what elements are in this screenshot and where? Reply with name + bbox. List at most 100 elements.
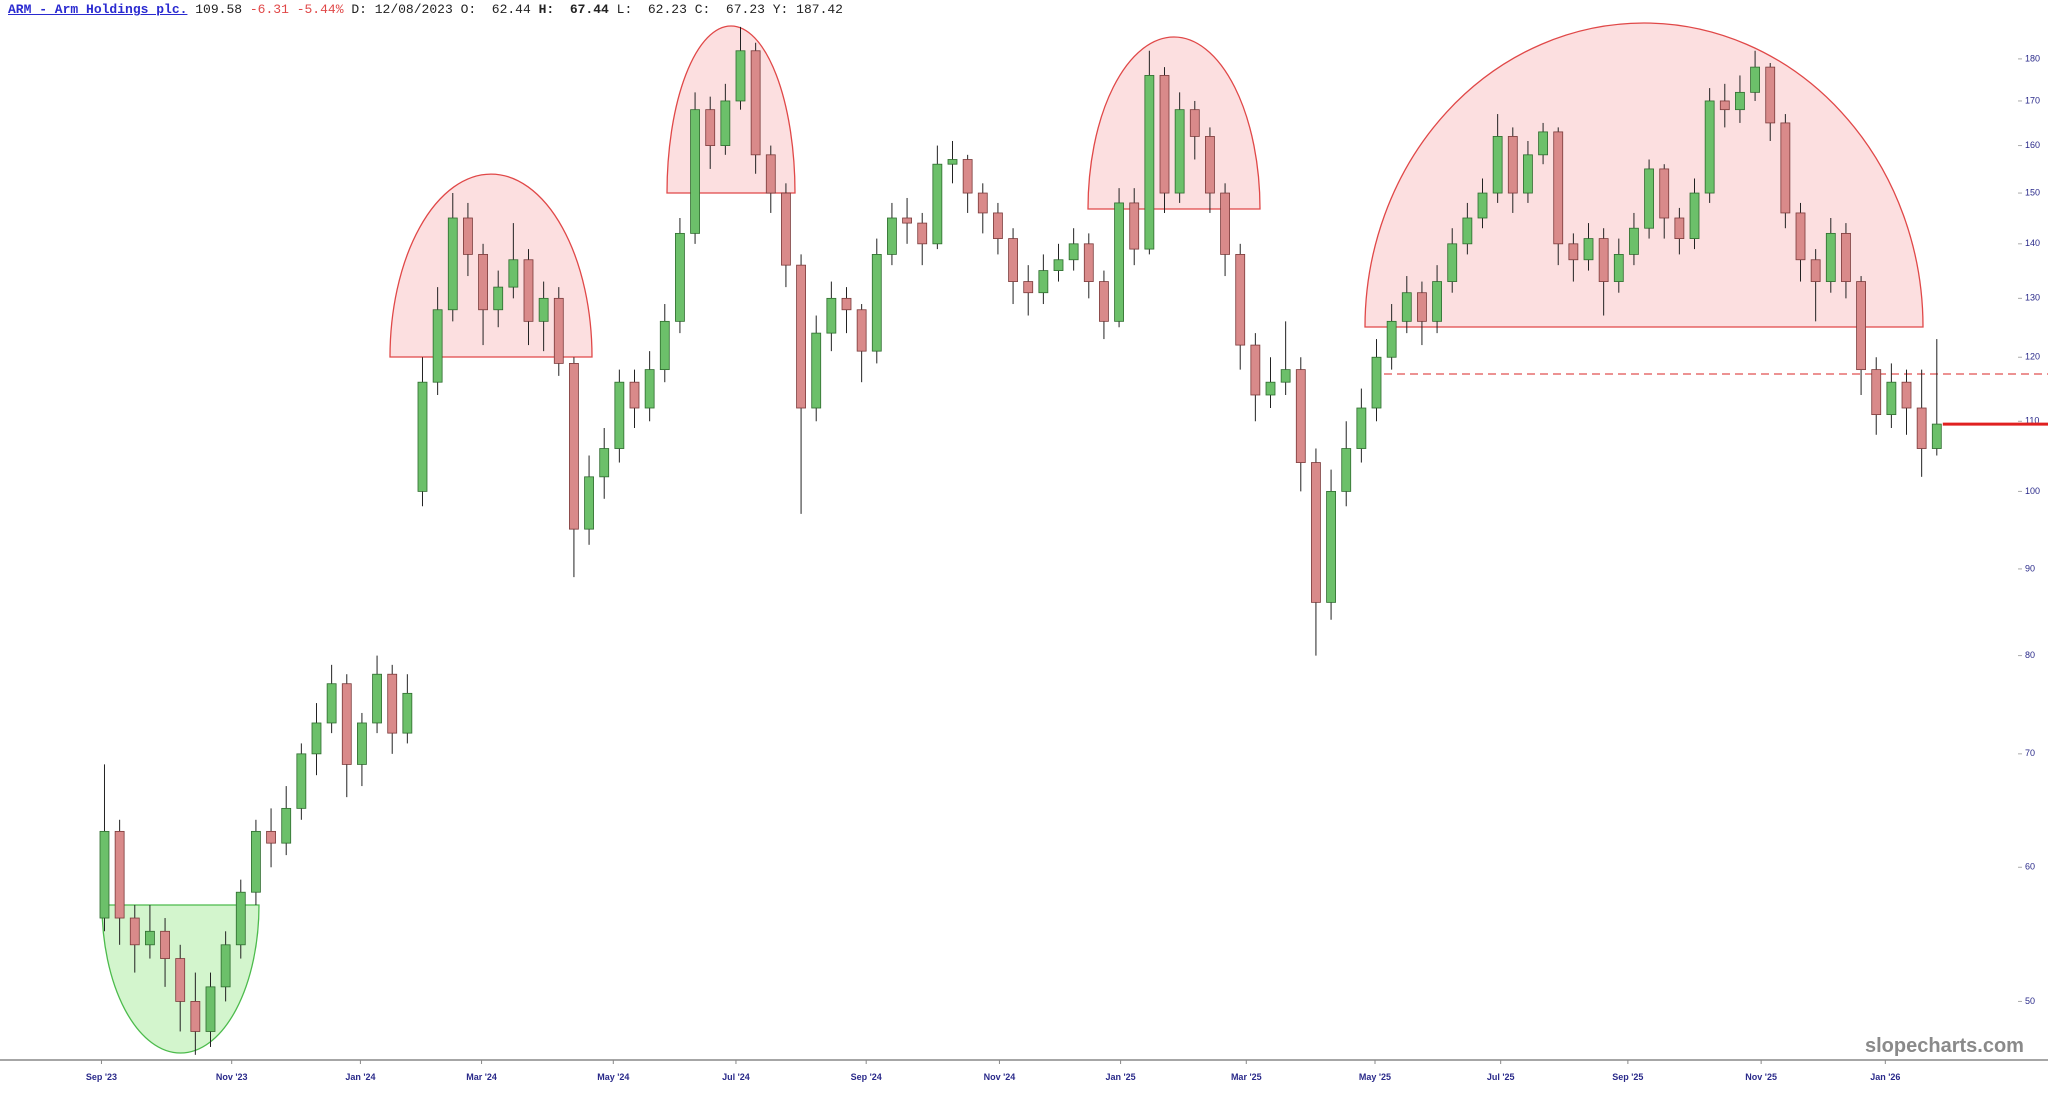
candle-body: [1931, 423, 1942, 449]
candle-body: [1280, 369, 1291, 383]
candle-body: [1704, 100, 1715, 194]
candle-body: [1492, 136, 1503, 194]
candle-body: [871, 254, 882, 352]
low: 62.23: [647, 2, 687, 17]
candle-body: [1432, 281, 1442, 322]
candle-body: [1068, 243, 1079, 261]
x-tick-label: Nov '25: [1745, 1072, 1777, 1082]
year-high: 187.42: [796, 2, 843, 17]
candle-body: [508, 259, 519, 288]
y-tick-label: 90: [2025, 563, 2035, 573]
candle-body: [675, 232, 685, 322]
candle-body: [1765, 66, 1776, 124]
candle-body: [599, 448, 610, 478]
candle-body: [1447, 243, 1458, 282]
candle-body: [765, 154, 776, 194]
candle-body: [841, 297, 852, 311]
candle-body: [993, 212, 1003, 239]
candle-body: [1856, 281, 1866, 371]
candle-body: [1598, 238, 1609, 282]
candle-body: [629, 381, 640, 409]
candle-body: [1356, 407, 1367, 449]
candle-body: [1129, 202, 1140, 250]
y-tick-label: 130: [2025, 293, 2040, 303]
candle-body: [1462, 217, 1473, 245]
candle-body: [1099, 281, 1109, 322]
candle-body: [1674, 217, 1685, 239]
candle-body: [750, 50, 761, 156]
candle-body: [1735, 91, 1745, 111]
candle-body: [1114, 202, 1124, 322]
change: -6.31: [249, 2, 289, 17]
x-tick-label: Sep '25: [1612, 1072, 1643, 1082]
candle-body: [1144, 75, 1155, 250]
candle-body: [856, 309, 867, 352]
candle-body: [463, 217, 473, 255]
candle-body: [1507, 136, 1518, 194]
candle-body: [372, 673, 382, 724]
candle-body: [1719, 100, 1730, 111]
y-tick-label: 180: [2025, 53, 2040, 63]
candle-body: [902, 217, 912, 224]
y-tick-label: 80: [2025, 650, 2035, 660]
candle-body: [296, 753, 307, 809]
y-tick-label: 150: [2025, 187, 2040, 197]
candle-body: [205, 986, 216, 1032]
pattern-annotations: [101, 22, 2048, 1054]
candle-body: [1295, 369, 1306, 463]
candle-body: [266, 830, 276, 844]
candle-body: [932, 163, 943, 245]
candle-body: [735, 50, 746, 102]
candle-body: [538, 297, 549, 322]
x-tick-label: Jan '24: [345, 1072, 375, 1082]
x-tick-label: Mar '25: [1231, 1072, 1262, 1082]
candle-body: [326, 683, 337, 724]
candle-body: [1477, 192, 1488, 219]
candle-body: [402, 692, 413, 734]
candle-body: [917, 222, 928, 245]
candle-body: [523, 259, 534, 322]
x-tick-label: Nov '23: [216, 1072, 248, 1082]
candle-body: [826, 297, 837, 334]
candle-body: [1583, 238, 1594, 261]
candle-body: [251, 830, 261, 893]
candle-body: [1538, 131, 1548, 156]
candle-body: [220, 944, 231, 988]
candle-body: [1341, 448, 1352, 492]
candle-body: [659, 320, 670, 371]
candle-body: [614, 381, 625, 449]
candle-body: [1841, 232, 1851, 282]
symbol-link[interactable]: ARM - Arm Holdings plc.: [8, 2, 188, 17]
y-tick-label: 160: [2025, 140, 2040, 150]
candle-body: [311, 722, 322, 755]
candle-body: [145, 930, 155, 946]
close: 67.23: [725, 2, 765, 17]
dome-shape: [666, 25, 796, 194]
x-tick-label: Jan '25: [1106, 1072, 1136, 1082]
candle-body: [1083, 243, 1094, 282]
y-tick-label: 120: [2025, 352, 2040, 362]
candle-body: [357, 722, 367, 765]
candle-body: [1008, 238, 1018, 282]
y-tick-label: 50: [2025, 996, 2035, 1006]
candle-body: [1311, 462, 1321, 603]
candle-body: [1825, 232, 1836, 282]
candle-body: [1265, 381, 1276, 396]
candle-body: [977, 192, 988, 214]
candle-body: [887, 217, 897, 255]
candle-body: [1916, 407, 1927, 449]
candle-body: [644, 369, 655, 409]
candle-body: [1326, 491, 1336, 603]
date: D: 12/08/2023: [351, 2, 453, 17]
candle-body: [1886, 381, 1897, 416]
y-tick-label: 60: [2025, 862, 2035, 872]
candle-body: [1417, 292, 1427, 322]
x-tick-label: Nov '24: [984, 1072, 1016, 1082]
candle-body: [1038, 270, 1049, 294]
x-tick-label: Jan '26: [1870, 1072, 1900, 1082]
candle-body: [962, 159, 973, 194]
candle-body: [175, 958, 186, 1002]
x-tick-label: Jul '25: [1487, 1072, 1515, 1082]
